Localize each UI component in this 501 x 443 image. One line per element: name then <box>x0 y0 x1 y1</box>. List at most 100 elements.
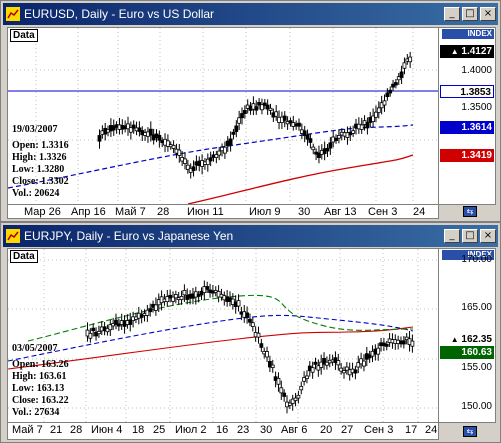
x-label: Июн 4 <box>91 424 123 436</box>
x-label: 30 <box>260 424 273 436</box>
bar-date: 19/03/2007 <box>12 124 58 135</box>
candle-body <box>256 332 261 338</box>
x-label: 28 <box>157 206 170 218</box>
candle-body <box>116 323 121 327</box>
close-button[interactable]: × <box>480 229 496 243</box>
candle-body <box>359 124 364 130</box>
candle-body <box>322 357 326 365</box>
candle-body <box>342 370 346 374</box>
x-label: Сен 3 <box>364 424 394 436</box>
maximize-button[interactable]: □ <box>462 7 478 21</box>
candle-body <box>199 290 204 296</box>
x-label: 25 <box>153 424 166 436</box>
ohlc-info-panel: 03/05/2007 Open: 163.26 High: 163.61 Low… <box>12 343 69 419</box>
scroll-shift-button[interactable]: ⇆ <box>463 426 477 437</box>
candle-body <box>228 138 233 145</box>
candle-body <box>250 322 255 327</box>
x-label: Авг 13 <box>324 206 357 218</box>
maximize-button[interactable]: □ <box>462 229 478 243</box>
y-tick: 1.4000 <box>461 65 492 76</box>
title-bar[interactable]: EURUSD, Daily - Euro vs US Dollar _ □ × <box>3 3 498 25</box>
candle-body <box>171 296 175 302</box>
x-label: Апр 16 <box>71 206 106 218</box>
candle-body <box>365 122 370 129</box>
x-label: 21 <box>50 424 63 436</box>
y-tick: 165.00 <box>461 302 492 313</box>
x-label: Июл 9 <box>249 206 281 218</box>
candle-body <box>145 309 150 316</box>
candle-body <box>265 104 270 110</box>
price-tag-current: ▲ 162.35 <box>440 333 494 346</box>
candle-body <box>153 304 158 311</box>
close-button[interactable]: × <box>480 7 496 21</box>
data-window-label: Data <box>10 250 38 263</box>
candle-body <box>339 367 344 372</box>
candle-body <box>191 166 196 171</box>
candle-body <box>97 331 101 335</box>
candle-body <box>265 351 269 358</box>
y-tick: 150.00 <box>461 401 492 412</box>
candle-body <box>148 128 153 136</box>
candle-body <box>308 138 313 143</box>
x-label: 27 <box>341 424 354 436</box>
x-label: 24 <box>413 206 426 218</box>
bar-high: High: 1.3326 <box>12 152 67 163</box>
price-tag-ma-blue: 1.3614 <box>440 121 494 134</box>
candle-body <box>231 131 236 135</box>
candle-body <box>240 113 244 119</box>
x-label: Авг 6 <box>281 424 308 436</box>
x-label: 17 <box>405 424 418 436</box>
x-label: 18 <box>132 424 145 436</box>
x-label: Июн 11 <box>187 206 224 218</box>
minimize-button[interactable]: _ <box>444 7 460 21</box>
candle-body <box>374 111 378 118</box>
candle-body <box>376 107 381 113</box>
candle-body <box>179 296 184 301</box>
candle-body <box>293 397 298 401</box>
candle-body <box>408 56 413 63</box>
x-label: 23 <box>237 424 250 436</box>
candle-body <box>274 111 279 117</box>
x-label: 24 <box>425 424 438 436</box>
y-tick: 1.3500 <box>461 102 492 113</box>
candle-body <box>299 385 304 391</box>
candle-body <box>311 146 316 151</box>
candle-body <box>94 331 98 337</box>
candle-body <box>208 157 213 162</box>
price-axis[interactable]: INDEX ▲ 1.4127 1.4000 1.3853 1.3500 1.36… <box>439 27 496 205</box>
candle-body <box>217 150 222 156</box>
candle-body <box>382 100 387 106</box>
candle-body <box>173 294 178 299</box>
candle-body <box>336 360 341 366</box>
title-bar[interactable]: EURJPY, Daily - Euro vs Japanese Yen _ □… <box>3 225 498 247</box>
price-tag-ma-green: 160.63 <box>440 346 494 359</box>
candle-body <box>334 137 338 141</box>
candle-body <box>165 140 170 147</box>
x-label: 20 <box>320 424 333 436</box>
candle-body <box>111 125 116 131</box>
candle-body <box>296 394 301 399</box>
candle-body <box>288 120 293 124</box>
candle-body <box>305 134 310 140</box>
scroll-shift-button[interactable]: ⇆ <box>463 206 477 217</box>
candle-body <box>384 343 389 347</box>
candle-body <box>287 402 292 406</box>
candle-body <box>376 347 381 355</box>
window-title: EURJPY, Daily - Euro vs Japanese Yen <box>24 229 234 243</box>
x-label: 28 <box>70 424 83 436</box>
x-label: Май 7 <box>115 206 146 218</box>
price-plot-area[interactable]: Data 03/05/2007 Open: 163.26 High: 163.6… <box>7 248 439 423</box>
candle-body <box>270 364 275 368</box>
price-tag-current: ▲ 1.4127 <box>440 45 494 58</box>
time-axis[interactable]: Май 7 21 28 Июн 4 18 25 Июл 2 16 23 30 А… <box>7 423 439 440</box>
candle-body <box>259 343 264 348</box>
candle-body <box>245 312 250 318</box>
candle-body <box>297 122 301 127</box>
ohlc-info-panel: 19/03/2007 Open: 1.3316 High: 1.3326 Low… <box>12 124 69 200</box>
time-axis[interactable]: Мар 26 Апр 16 Май 7 28 Июн 11 Июл 9 30 А… <box>7 205 439 219</box>
x-label: Май 7 <box>12 424 43 436</box>
price-plot-area[interactable]: Data 19/03/2007 Open: 1.3316 High: 1.332… <box>7 27 439 205</box>
y-tick: 170.00 <box>461 254 492 265</box>
price-axis[interactable]: INDEX 170.00 165.00 ▲ 162.35 160.63 155.… <box>439 248 496 423</box>
minimize-button[interactable]: _ <box>444 229 460 243</box>
